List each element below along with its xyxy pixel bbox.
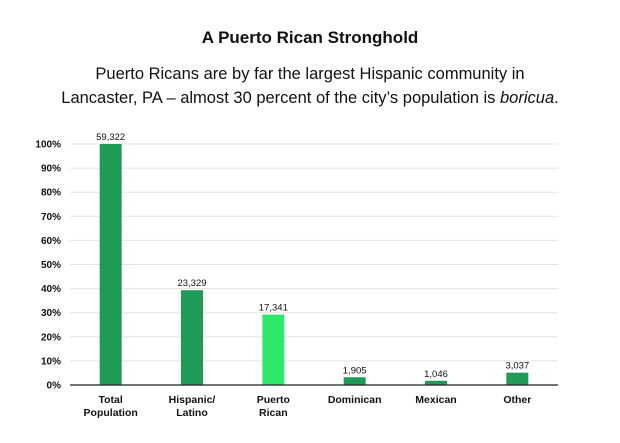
x-tick-label: Hispanic/ xyxy=(169,394,216,406)
y-tick-label: 70% xyxy=(41,212,61,223)
data-label: 23,329 xyxy=(177,278,206,289)
subtitle-emphasis: boricua xyxy=(500,89,555,107)
bar xyxy=(425,380,447,385)
y-tick-label: 0% xyxy=(47,381,62,392)
bar xyxy=(181,290,203,385)
y-tick-label: 50% xyxy=(41,260,61,271)
y-tick-label: 40% xyxy=(41,284,61,295)
y-tick-label: 100% xyxy=(35,140,61,151)
y-tick-label: 30% xyxy=(41,308,61,319)
chart-subtitle: Puerto Ricans are by far the largest His… xyxy=(60,62,560,110)
x-tick-label: Total xyxy=(99,394,123,406)
data-label: 59,322 xyxy=(96,132,125,143)
bar xyxy=(99,144,122,385)
chart-title: A Puerto Rican Stronghold xyxy=(201,28,419,47)
y-tick-label: 20% xyxy=(41,332,61,343)
data-label: 17,341 xyxy=(259,303,288,314)
subtitle-end: . xyxy=(554,89,559,107)
data-label: 3,037 xyxy=(505,361,529,372)
y-tick-label: 60% xyxy=(41,236,61,247)
x-tick-label: Puerto xyxy=(257,394,290,406)
x-tick-label: Mexican xyxy=(415,394,456,406)
bars: 59,322 23,329 17,341 1,905 1,046 3,037 xyxy=(96,132,529,385)
x-tick-label: Population xyxy=(84,407,138,419)
data-label: 1,046 xyxy=(424,369,448,380)
x-tick-label: Dominican xyxy=(328,394,382,406)
y-tick-label: 10% xyxy=(41,356,61,367)
y-axis: 0% 10% 20% 30% 40% 50% 60% 70% 80% 90% 100% xyxy=(35,140,61,392)
bar xyxy=(506,372,529,385)
bar xyxy=(262,314,285,385)
data-label: 1,905 xyxy=(343,365,367,376)
bar xyxy=(343,377,366,385)
y-tick-label: 90% xyxy=(41,164,61,175)
x-tick-label: Rican xyxy=(259,407,288,419)
gridlines xyxy=(70,143,558,362)
x-tick-label: Other xyxy=(503,394,531,406)
x-tick-label: Latino xyxy=(176,407,208,419)
y-tick-label: 80% xyxy=(41,188,61,199)
subtitle-text: Puerto Ricans are by far the largest His… xyxy=(61,65,525,107)
